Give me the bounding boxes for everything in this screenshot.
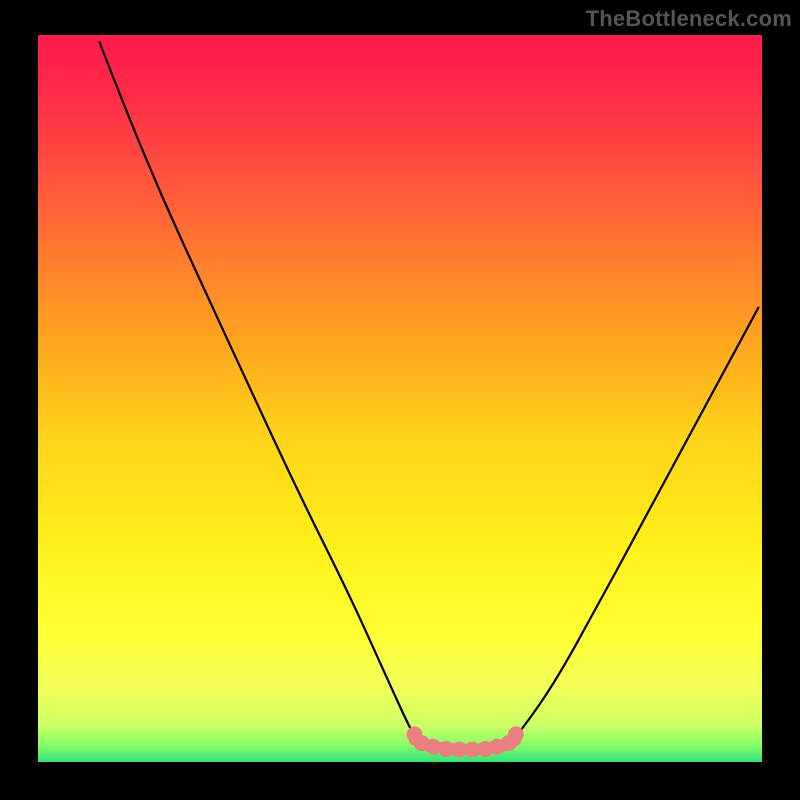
- chart-root: TheBottleneck.com: [0, 0, 800, 800]
- plot-gradient-area: [38, 35, 762, 762]
- watermark-text: TheBottleneck.com: [586, 6, 792, 32]
